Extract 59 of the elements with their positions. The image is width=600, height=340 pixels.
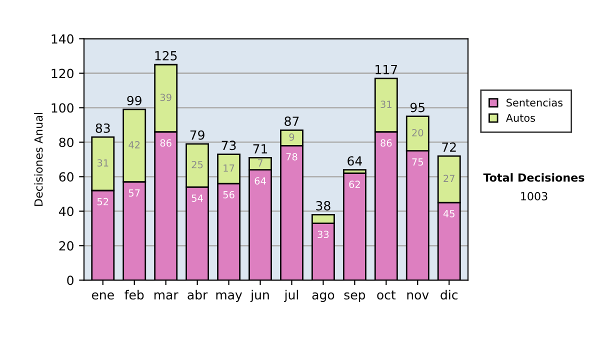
legend-label: Sentencias <box>506 98 563 107</box>
data-label: 86 <box>160 139 172 147</box>
total-label: 64 <box>348 156 362 166</box>
y-tick-label: 40 <box>58 206 74 216</box>
data-label: 33 <box>318 230 329 238</box>
data-label: 31 <box>380 100 392 108</box>
y-tick-label: 120 <box>52 68 74 78</box>
total-label: 72 <box>442 142 456 152</box>
data-label: 42 <box>128 141 140 148</box>
total-label: 79 <box>190 130 204 140</box>
total-label: 38 <box>316 201 330 210</box>
x-tick-label: ene <box>92 292 114 300</box>
data-label: 75 <box>412 158 423 166</box>
data-label: 31 <box>97 159 108 167</box>
x-tick-label: oct <box>377 290 396 300</box>
total-label: 95 <box>410 102 424 112</box>
y-tick-label: 100 <box>52 103 74 113</box>
data-label: 17 <box>224 164 234 172</box>
y-tick-label: 80 <box>59 138 74 148</box>
data-label: 7 <box>258 159 263 166</box>
data-label: 62 <box>349 180 360 188</box>
data-label: 64 <box>254 177 266 185</box>
total-label: 83 <box>96 123 110 133</box>
x-tick-label: jun <box>250 290 269 302</box>
text: 1003 <box>521 192 548 200</box>
x-tick-label: abr <box>188 290 208 300</box>
data-label: 25 <box>192 160 203 168</box>
data-label: 52 <box>97 198 108 206</box>
data-label: 57 <box>128 189 140 197</box>
total-label: 125 <box>155 51 177 60</box>
data-label: 39 <box>160 94 172 102</box>
x-tick-label: ago <box>312 292 334 302</box>
data-label: 56 <box>223 191 234 198</box>
data-label: 45 <box>443 210 454 218</box>
legend-label: Autos <box>506 114 535 122</box>
x-tick-label: mar <box>154 292 178 300</box>
y-tick-label: 140 <box>52 34 74 44</box>
x-tick-label: may <box>216 292 242 302</box>
x-tick-label: sep <box>344 292 366 302</box>
x-tick-label: jul <box>284 290 298 302</box>
total-label: 73 <box>222 140 236 150</box>
y-tick-label: 20 <box>59 241 74 251</box>
text: Total Decisiones <box>483 173 584 182</box>
total-label: 117 <box>376 64 398 74</box>
data-label: 27 <box>444 174 454 182</box>
total-label: 71 <box>253 144 268 154</box>
data-label: 78 <box>286 153 298 160</box>
x-tick-label: feb <box>124 290 144 300</box>
y-axis-title: Decisiones Anual <box>34 112 43 206</box>
total-label: 99 <box>127 96 142 106</box>
data-label: 9 <box>289 133 294 141</box>
data-label: 54 <box>192 194 203 202</box>
x-tick-label: dic <box>440 290 458 300</box>
data-label: 86 <box>380 139 392 147</box>
data-label: 20 <box>412 129 424 136</box>
total-label: 87 <box>284 116 299 126</box>
y-tick-label: 60 <box>59 172 74 182</box>
y-tick-label: 0 <box>67 276 74 286</box>
x-tick-label: nov <box>407 292 429 300</box>
